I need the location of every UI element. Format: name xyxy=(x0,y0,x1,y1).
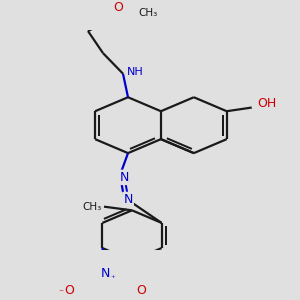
Text: OH: OH xyxy=(257,98,276,110)
Text: O: O xyxy=(113,1,123,14)
Text: NH: NH xyxy=(127,67,143,76)
Text: O: O xyxy=(64,284,74,297)
Text: CH₃: CH₃ xyxy=(138,8,158,18)
Text: ⁻: ⁻ xyxy=(59,288,64,298)
Text: N: N xyxy=(101,267,110,280)
Text: N: N xyxy=(119,171,129,184)
Text: N: N xyxy=(123,193,133,206)
Text: ⁺: ⁺ xyxy=(110,274,115,283)
Text: O: O xyxy=(136,284,146,297)
Text: CH₃: CH₃ xyxy=(82,202,102,212)
